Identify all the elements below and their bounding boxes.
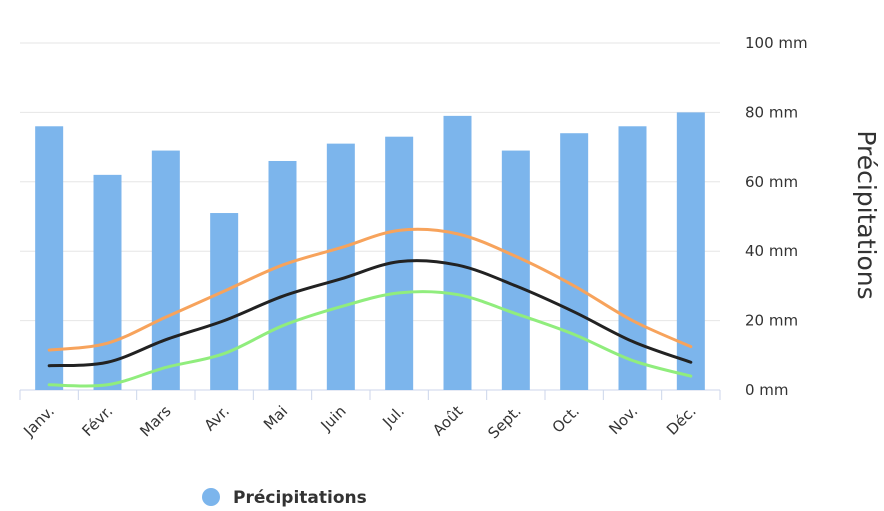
bar-Oct.[interactable]: [560, 133, 589, 390]
x-tick-label: Jul.: [378, 402, 408, 432]
line-series-1[interactable]: [47, 227, 693, 352]
bar-Mars[interactable]: [151, 150, 180, 390]
x-tick-label: Mars: [136, 402, 174, 440]
x-tick-label: Sept.: [484, 402, 524, 442]
bar-Sept.[interactable]: [501, 150, 530, 390]
x-tick-label: Déc.: [663, 402, 700, 439]
x-tick-label: Févr.: [79, 402, 117, 440]
bar-Mai[interactable]: [268, 160, 297, 390]
y-tick-label: 80 mm: [745, 103, 798, 121]
x-tick-label: Oct.: [549, 402, 583, 436]
x-tick-label: Avr.: [201, 402, 233, 434]
y-tick-label: 40 mm: [745, 242, 798, 260]
bar-Août[interactable]: [443, 115, 472, 391]
y-axis: 0 mm 20 mm 40 mm 60 mm 80 mm 100 mm: [745, 34, 808, 399]
line-series-2[interactable]: [47, 259, 693, 368]
legend-marker: [202, 488, 220, 506]
y-tick-label: 20 mm: [745, 312, 798, 330]
bar-Juin[interactable]: [326, 143, 355, 390]
bar-Nov.[interactable]: [618, 126, 647, 390]
x-tick-label: Janv.: [19, 402, 58, 441]
line-series: [47, 227, 693, 388]
x-tick-label: Nov.: [605, 402, 641, 438]
x-axis: Janv. Févr. Mars Avr. Mai Juin Jul. Août Sept. Oc…: [19, 390, 721, 442]
bar-Avr.[interactable]: [210, 213, 239, 390]
y-tick-label: 100 mm: [745, 34, 808, 52]
x-tick-label: Mai: [260, 402, 291, 433]
y-tick-label: 60 mm: [745, 173, 798, 191]
y-tick-label: 0 mm: [745, 381, 789, 399]
line-series-3[interactable]: [47, 290, 693, 388]
x-tick-label: Août: [429, 402, 466, 439]
bar-Févr.[interactable]: [93, 174, 122, 390]
legend-label: Précipitations: [233, 488, 367, 508]
legend[interactable]: Précipitations: [202, 488, 367, 508]
x-tick-label: Juin: [317, 402, 350, 435]
bar-Janv.[interactable]: [35, 126, 64, 390]
y-axis-title: Précipitations: [852, 130, 881, 299]
bar-Déc.[interactable]: [676, 112, 705, 391]
